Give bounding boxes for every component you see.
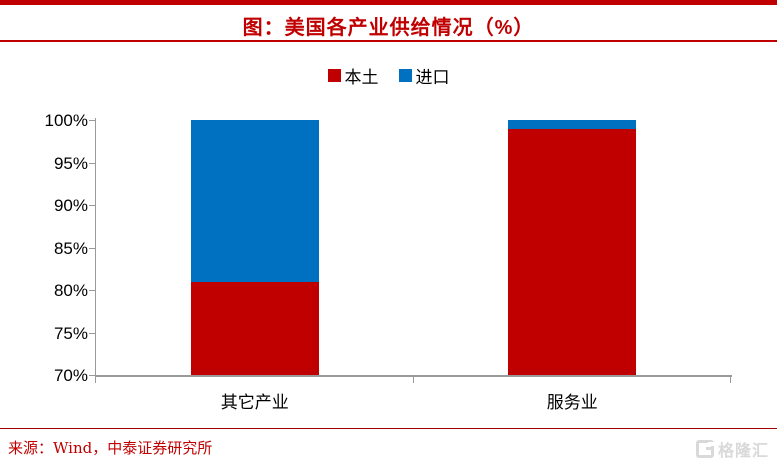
chart-title: 图：美国各产业供给情况（%） bbox=[242, 17, 535, 39]
bar-segment-import bbox=[508, 120, 637, 129]
watermark-text: 格隆汇 bbox=[717, 443, 769, 460]
legend-label: 进口 bbox=[415, 68, 450, 88]
y-tick-mark bbox=[89, 162, 96, 164]
y-tick-mark bbox=[89, 375, 96, 376]
legend-item-domestic: 本土 bbox=[327, 63, 379, 88]
bar-segment-import bbox=[190, 120, 319, 282]
y-tick-mark bbox=[89, 120, 96, 121]
y-tick-mark bbox=[89, 290, 96, 291]
x-category-label: 服务业 bbox=[546, 393, 598, 413]
plot-area bbox=[96, 120, 731, 375]
legend-swatch-icon bbox=[398, 69, 412, 82]
source-note: 来源：Wind，中泰证券研究所 bbox=[8, 439, 213, 457]
y-tick-mark bbox=[89, 332, 96, 334]
y-tick-label: 95% bbox=[53, 153, 88, 173]
bar-segment-domestic bbox=[508, 128, 637, 375]
x-axis-tick bbox=[730, 377, 731, 383]
title-divider bbox=[0, 40, 777, 42]
legend: 本土 进口 bbox=[0, 63, 777, 88]
x-axis-tick bbox=[95, 377, 96, 383]
y-tick-label: 100% bbox=[44, 111, 88, 130]
x-category-label: 其它产业 bbox=[220, 393, 289, 413]
x-axis-line bbox=[95, 375, 732, 377]
y-tick-mark bbox=[89, 205, 96, 206]
bar-segment-domestic bbox=[190, 281, 319, 375]
legend-swatch-icon bbox=[327, 69, 341, 82]
y-tick-label: 90% bbox=[53, 196, 88, 215]
y-tick-label: 85% bbox=[53, 238, 88, 258]
watermark: 格隆汇 bbox=[695, 437, 769, 461]
y-axis-line bbox=[95, 118, 96, 381]
y-tick-mark bbox=[89, 247, 96, 249]
footer-divider bbox=[0, 428, 777, 429]
legend-item-import: 进口 bbox=[398, 63, 450, 88]
y-tick-label: 80% bbox=[53, 281, 88, 300]
top-accent-bar bbox=[0, 0, 777, 5]
y-tick-label: 75% bbox=[53, 323, 88, 343]
x-axis-tick bbox=[412, 377, 414, 383]
legend-label: 本土 bbox=[344, 68, 379, 88]
y-tick-label: 70% bbox=[53, 366, 88, 385]
watermark-logo-icon bbox=[695, 440, 714, 458]
